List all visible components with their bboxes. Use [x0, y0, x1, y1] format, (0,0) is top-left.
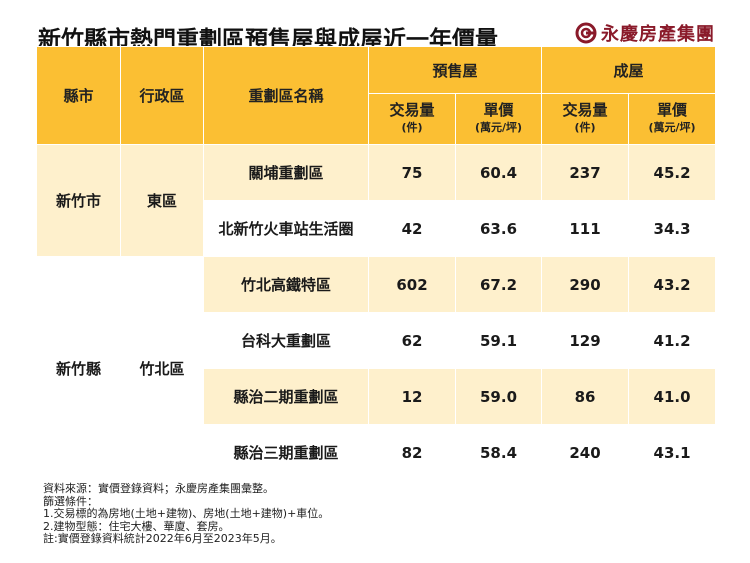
zone-cell: 縣治二期重劃區 — [203, 368, 369, 425]
county-cell: 新竹縣 — [36, 256, 121, 481]
existing-volume-cell: 290 — [541, 256, 630, 313]
header-presale: 預售屋 — [367, 46, 543, 94]
source-note: 資料來源：實價登錄資料；永慶房產集團彙整。 — [43, 482, 274, 495]
presale-price-cell: 63.6 — [454, 200, 543, 257]
header-existing-price: 單價 (萬元/坪) — [628, 93, 717, 145]
existing-price-cell: 45.2 — [628, 144, 717, 201]
footnotes: 資料來源：實價登錄資料；永慶房產集團彙整。 篩選條件： 1.交易標的為房地(土地… — [43, 482, 330, 546]
filter-condition-1: 1.交易標的為房地(土地+建物)、房地(土地+建物)+車位。 — [43, 507, 330, 520]
price-label: 單價 — [657, 101, 688, 119]
price-label: 單價 — [483, 101, 514, 119]
filter-condition-2: 2.建物型態：住宅大樓、華廈、套房。 — [43, 519, 230, 533]
header-district: 行政區 — [120, 46, 204, 145]
price-volume-table: 縣市 行政區 重劃區名稱 預售屋 成屋 交易量 (件) 單價 (萬元/坪) 交易量 (… — [36, 46, 717, 481]
presale-volume-cell: 75 — [368, 144, 456, 201]
volume-label: 交易量 — [562, 101, 608, 119]
existing-volume-cell: 111 — [541, 200, 630, 257]
header-existing: 成屋 — [541, 46, 717, 94]
district-cell: 竹北區 — [120, 256, 204, 481]
presale-price-cell: 58.4 — [454, 424, 543, 481]
county-cell: 新竹市 — [36, 144, 121, 257]
existing-price-cell: 41.0 — [628, 368, 717, 425]
presale-volume-cell: 602 — [368, 256, 456, 313]
header-presale-volume: 交易量 (件) — [368, 93, 456, 145]
table-row: 縣治二期重劃區 12 59.0 86 41.0 — [37, 368, 717, 425]
header-existing-volume: 交易量 (件) — [541, 93, 630, 145]
brand-name: 永慶房產集團 — [601, 24, 715, 45]
presale-volume-cell: 82 — [368, 424, 456, 481]
price-unit: (萬元/坪) — [474, 121, 523, 134]
presale-volume-cell: 42 — [368, 200, 456, 257]
presale-price-cell: 59.1 — [454, 312, 543, 369]
brand-logo: 永慶房產集團 — [575, 20, 715, 46]
table-row: 新竹縣 竹北區 竹北高鐵特區 602 67.2 290 43.2 — [36, 256, 717, 481]
volume-unit: (件) — [401, 121, 423, 134]
existing-volume-cell: 237 — [541, 144, 630, 201]
existing-volume-cell: 129 — [541, 312, 630, 369]
price-unit: (萬元/坪) — [648, 121, 696, 134]
presale-price-cell: 60.4 — [454, 144, 543, 201]
existing-price-cell: 43.1 — [628, 424, 717, 481]
presale-volume-cell: 62 — [368, 312, 456, 369]
volume-unit: (件) — [574, 121, 596, 134]
existing-volume-cell: 240 — [541, 424, 630, 481]
table-row: 縣治三期重劃區 82 58.4 240 43.1 — [37, 424, 717, 481]
presale-price-cell: 59.0 — [454, 368, 543, 425]
presale-volume-cell: 12 — [368, 368, 456, 425]
table-row: 新竹市 東區 關埔重劃區 75 60.4 237 45.2 — [36, 144, 717, 257]
existing-price-cell: 34.3 — [628, 200, 717, 257]
header-presale-price: 單價 (萬元/坪) — [454, 93, 543, 145]
zone-cell: 縣治三期重劃區 — [203, 424, 369, 481]
presale-price-cell: 67.2 — [454, 256, 543, 313]
yungching-logo-icon — [575, 22, 597, 44]
header-zone: 重劃區名稱 — [203, 46, 369, 145]
zone-cell: 關埔重劃區 — [203, 144, 369, 201]
existing-price-cell: 41.2 — [628, 312, 717, 369]
zone-cell: 竹北高鐵特區 — [203, 256, 369, 313]
filter-label: 篩選條件： — [43, 494, 98, 508]
header-county: 縣市 — [36, 46, 121, 145]
volume-label: 交易量 — [389, 101, 435, 119]
zone-cell: 台科大重劃區 — [203, 312, 369, 369]
district-cell: 東區 — [120, 144, 204, 257]
date-range-note: 註:實價登錄資料統計2022年6月至2023年5月。 — [43, 532, 282, 545]
existing-volume-cell: 86 — [541, 368, 630, 425]
zone-cell: 北新竹火車站生活圈 — [203, 200, 369, 257]
existing-price-cell: 43.2 — [628, 256, 717, 313]
table-row: 台科大重劃區 62 59.1 129 41.2 — [37, 312, 717, 369]
